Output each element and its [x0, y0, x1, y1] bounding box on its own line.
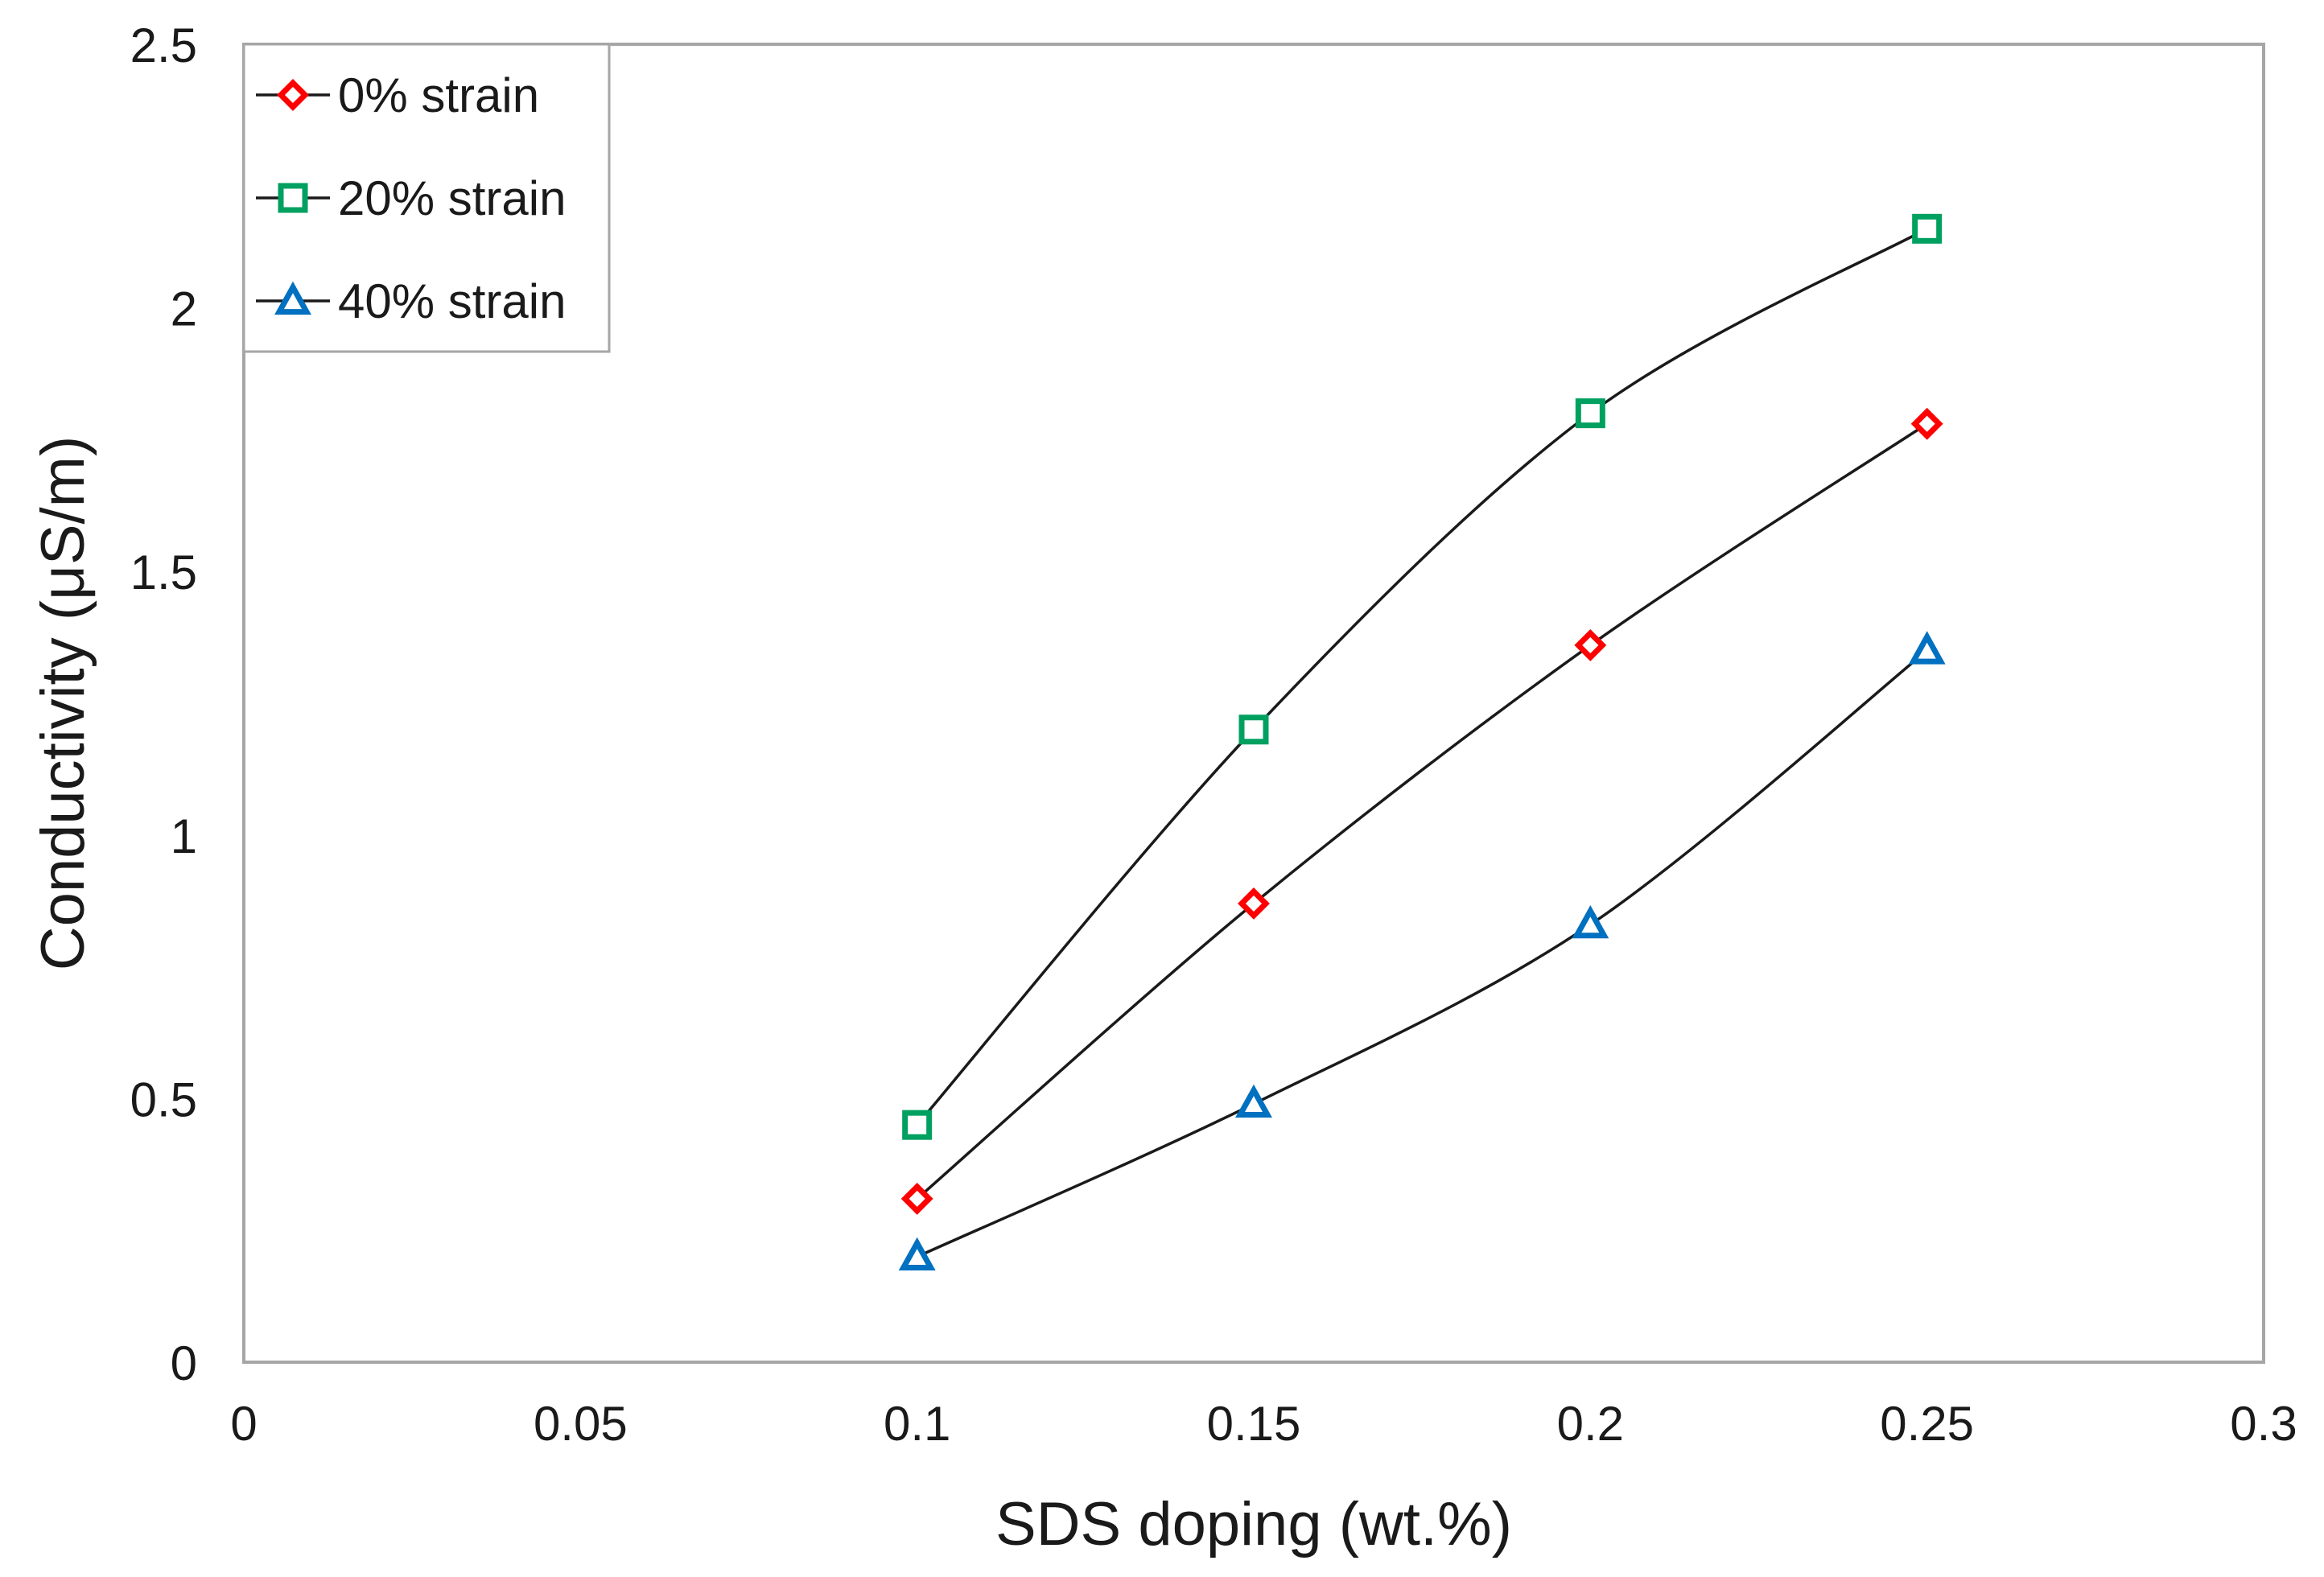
x-tick-label: 0.15 — [1207, 1397, 1301, 1451]
data-point-0 — [900, 1182, 933, 1215]
data-point-2 — [1572, 904, 1609, 939]
x-tick-label: 0.25 — [1880, 1397, 1974, 1451]
lines-layer — [916, 227, 1928, 1258]
x-tick-label: 0.05 — [534, 1397, 628, 1451]
data-point-2 — [1235, 1084, 1272, 1118]
legend-marker-1 — [278, 183, 308, 213]
y-tick-label: 2.5 — [130, 19, 197, 72]
data-point-1 — [1575, 398, 1605, 429]
markers-layer — [898, 213, 1946, 1271]
data-point-2 — [1908, 631, 1946, 665]
legend-marker-2 — [274, 281, 311, 315]
legend-label-2: 40% strain — [338, 274, 566, 328]
y-tick-label: 1.5 — [130, 546, 197, 599]
x-axis-label: SDS doping (wt.%) — [995, 1490, 1512, 1558]
data-point-0 — [1910, 407, 1943, 440]
y-tick-label: 1 — [171, 809, 197, 863]
legend-label-1: 20% strain — [338, 171, 566, 225]
y-tick-label: 2 — [171, 282, 197, 336]
legend-marker-0 — [277, 79, 309, 111]
data-point-1 — [902, 1110, 933, 1140]
legend-label-0: 0% strain — [338, 68, 539, 122]
legend: 0% strain 20% strain 40% strain — [242, 43, 611, 353]
data-point-1 — [1912, 213, 1943, 244]
data-point-0 — [1238, 887, 1270, 920]
series-line-0 — [916, 422, 1928, 1200]
data-point-0 — [1574, 628, 1607, 661]
x-tick-label: 0.3 — [2230, 1397, 2297, 1451]
x-tick-label: 0 — [230, 1397, 257, 1451]
y-tick-label: 0.5 — [130, 1073, 197, 1126]
y-axis-label: Conductivity (μS/m) — [29, 436, 97, 971]
data-point-2 — [898, 1237, 936, 1271]
data-point-1 — [1238, 714, 1269, 745]
series-line-2 — [916, 649, 1928, 1258]
x-tick-label: 0.1 — [884, 1397, 950, 1451]
x-tick-label: 0.2 — [1557, 1397, 1624, 1451]
series-line-1 — [916, 227, 1928, 1126]
ticks-layer: 0 0.05 0.1 0.15 0.2 0.25 0.3 0 0.5 1 1.5 2 2.5 — [130, 19, 2297, 1451]
legend-entries: 0% strain 20% strain 40% strain — [256, 68, 566, 328]
y-tick-label: 0 — [171, 1336, 197, 1390]
